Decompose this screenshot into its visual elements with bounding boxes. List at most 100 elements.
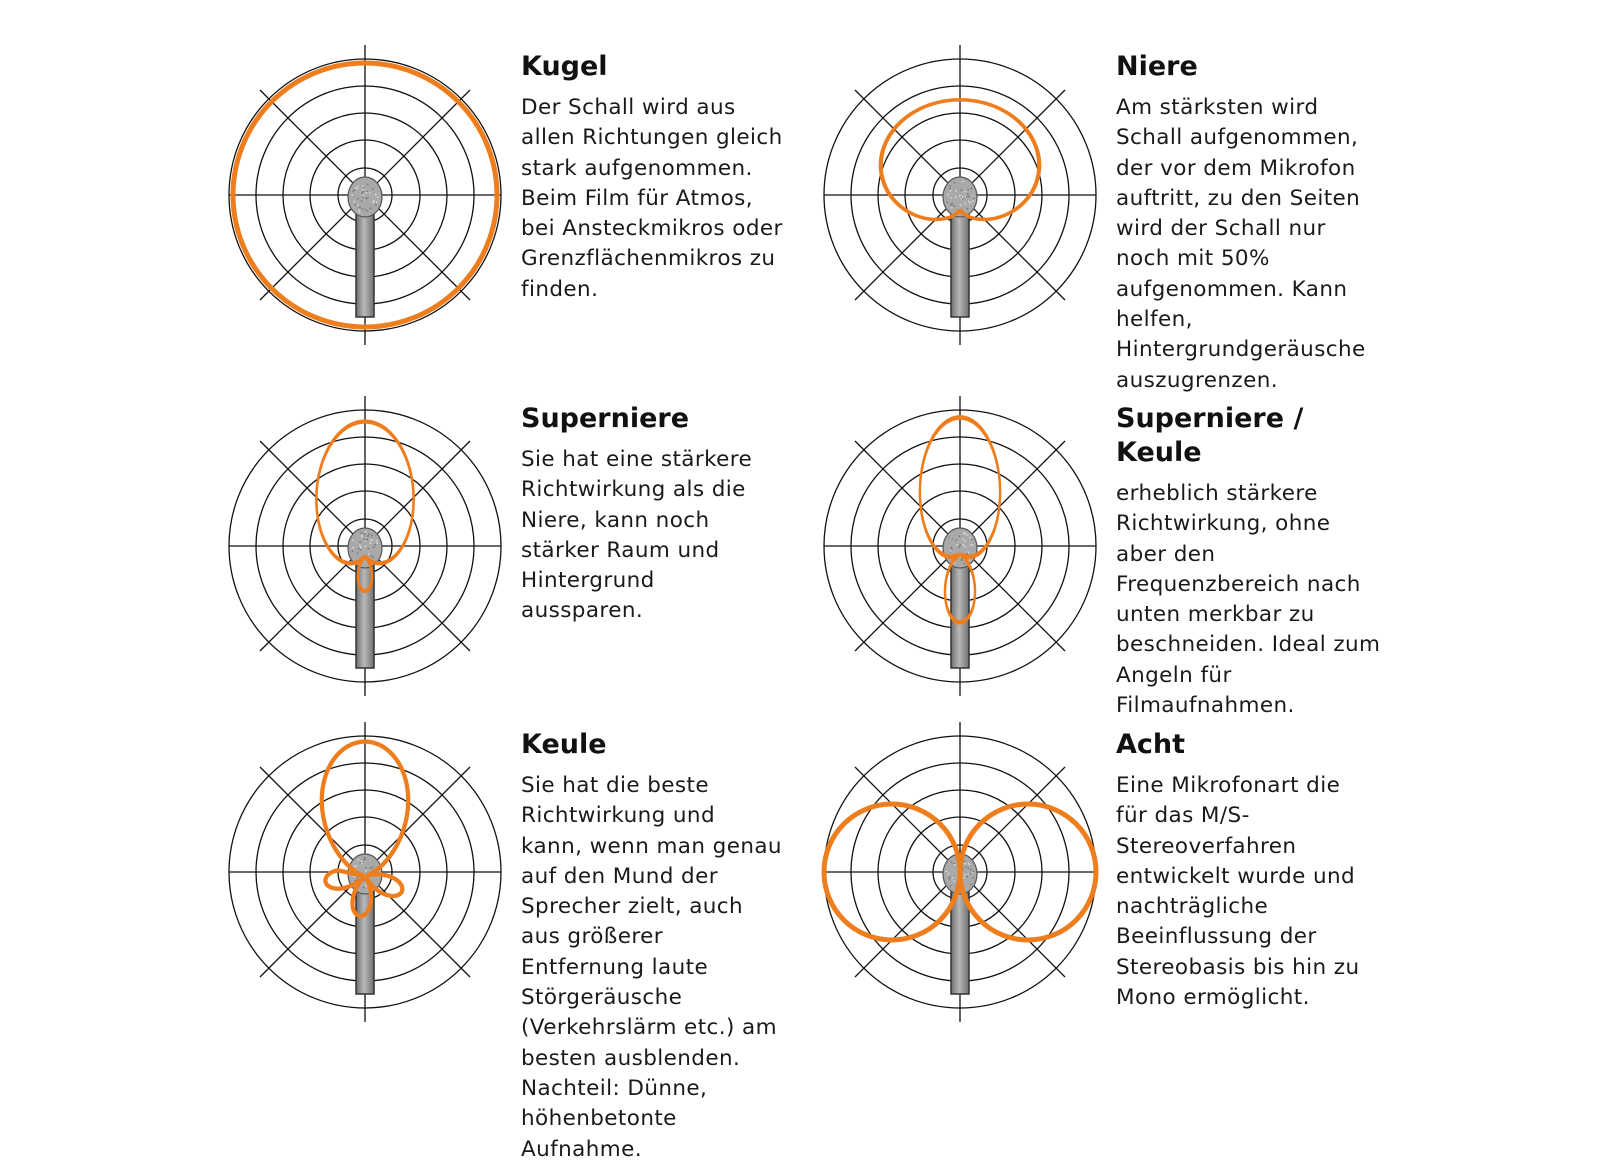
capsule-speckle: [947, 202, 949, 204]
polar-chart-hypercardioid: [820, 393, 1100, 699]
capsule-speckle: [955, 539, 957, 541]
capsule-speckle: [953, 205, 955, 207]
capsule-speckle: [968, 196, 970, 198]
capsule-speckle: [966, 553, 968, 555]
capsule-speckle: [373, 200, 375, 202]
capsule-speckle: [967, 534, 969, 536]
pattern-title: Superniere / Keule: [1116, 402, 1396, 470]
capsule-speckle: [963, 860, 965, 862]
capsule-speckle: [373, 546, 375, 548]
capsule-speckle: [360, 549, 362, 551]
capsule-speckle: [361, 532, 363, 534]
capsule-speckle: [963, 877, 965, 879]
capsule-speckle: [353, 866, 355, 868]
capsule-speckle: [960, 204, 962, 206]
capsule-speckle: [969, 202, 971, 204]
capsule-speckle: [374, 544, 376, 546]
capsule-speckle: [966, 876, 968, 878]
capsule-speckle: [354, 189, 356, 191]
capsule-speckle: [363, 887, 365, 889]
pattern-description: erheblich stärkere Richtwirkung, ohne ab…: [1116, 479, 1386, 721]
capsule-speckle: [372, 866, 374, 868]
capsule-speckle: [950, 204, 952, 206]
capsule-speckle: [361, 208, 363, 210]
capsule-speckle: [967, 867, 969, 869]
capsule-speckle: [357, 859, 359, 861]
pattern-description: Am stärksten wird Schall aufgenommen, de…: [1116, 93, 1378, 396]
capsule-speckle: [357, 552, 359, 554]
capsule-speckle: [365, 867, 367, 869]
capsule-speckle: [948, 873, 950, 875]
capsule-speckle: [953, 880, 955, 882]
capsule-speckle: [352, 550, 354, 552]
capsule-speckle: [372, 202, 374, 204]
capsule-speckle: [955, 190, 957, 192]
capsule-speckle: [950, 550, 952, 552]
polar-diagram-keule: [225, 719, 505, 1025]
capsule-speckle: [367, 548, 369, 550]
capsule-speckle: [361, 536, 363, 538]
polar-chart-supercardioid: [225, 393, 505, 699]
pattern-description: Sie hat eine stärkere Richtwirkung als d…: [521, 445, 783, 627]
pattern-title: Kugel: [521, 50, 801, 84]
capsule-speckle: [367, 197, 369, 199]
capsule-speckle: [364, 533, 366, 535]
capsule-speckle: [356, 188, 358, 190]
capsule-speckle: [369, 192, 371, 194]
capsule-speckle: [351, 194, 353, 196]
capsule-speckle: [376, 542, 378, 544]
capsule-speckle: [355, 204, 357, 206]
capsule-speckle: [949, 185, 951, 187]
capsule-speckle: [947, 194, 949, 196]
capsule-speckle: [358, 548, 360, 550]
microphone-stem: [951, 564, 969, 668]
polar-chart-shotgun: [225, 719, 505, 1025]
polar-chart-cardioid: [820, 42, 1100, 348]
capsule-speckle: [960, 189, 962, 191]
polar-chart-figure-eight: [820, 719, 1100, 1025]
capsule-speckle: [973, 198, 975, 200]
capsule-speckle: [376, 540, 378, 542]
capsule-speckle: [948, 878, 950, 880]
microphone-icon: [348, 528, 382, 668]
capsule-speckle: [365, 545, 367, 547]
microphone-capsule: [348, 177, 382, 217]
pattern-description: Sie hat die beste Richtwirkung und kann,…: [521, 771, 783, 1165]
capsule-speckle: [357, 186, 359, 188]
capsule-speckle: [971, 539, 973, 541]
capsule-speckle: [963, 563, 965, 565]
capsule-speckle: [375, 194, 377, 196]
pattern-description: Der Schall wird aus allen Richtungen gle…: [521, 93, 783, 305]
capsule-speckle: [968, 864, 970, 866]
capsule-speckle: [367, 184, 369, 186]
text-block-superniere: Superniere Sie hat eine stärkere Richtwi…: [521, 402, 801, 627]
capsule-speckle: [969, 559, 971, 561]
capsule-speckle: [376, 201, 378, 203]
capsule-speckle: [967, 193, 969, 195]
pattern-title: Superniere: [521, 402, 801, 436]
capsule-speckle: [371, 535, 373, 537]
capsule-speckle: [954, 864, 956, 866]
capsule-speckle: [964, 203, 966, 205]
capsule-speckle: [372, 188, 374, 190]
capsule-speckle: [949, 537, 951, 539]
pattern-description: Eine Mikrofonart die für das M/S-Stereov…: [1116, 771, 1378, 1013]
capsule-speckle: [365, 197, 367, 199]
microphone-stem: [951, 213, 969, 317]
capsule-speckle: [962, 196, 964, 198]
microphone-icon: [943, 177, 977, 317]
capsule-speckle: [375, 204, 377, 206]
capsule-speckle: [369, 539, 371, 541]
capsule-speckle: [354, 201, 356, 203]
capsule-speckle: [366, 539, 368, 541]
capsule-speckle: [360, 546, 362, 548]
capsule-speckle: [969, 873, 971, 875]
capsule-speckle: [359, 211, 361, 213]
text-block-keule: Keule Sie hat die beste Richtwirkung und…: [521, 728, 801, 1165]
capsule-speckle: [964, 863, 966, 865]
capsule-speckle: [362, 185, 364, 187]
capsule-speckle: [973, 877, 975, 879]
capsule-speckle: [971, 188, 973, 190]
capsule-speckle: [357, 204, 359, 206]
